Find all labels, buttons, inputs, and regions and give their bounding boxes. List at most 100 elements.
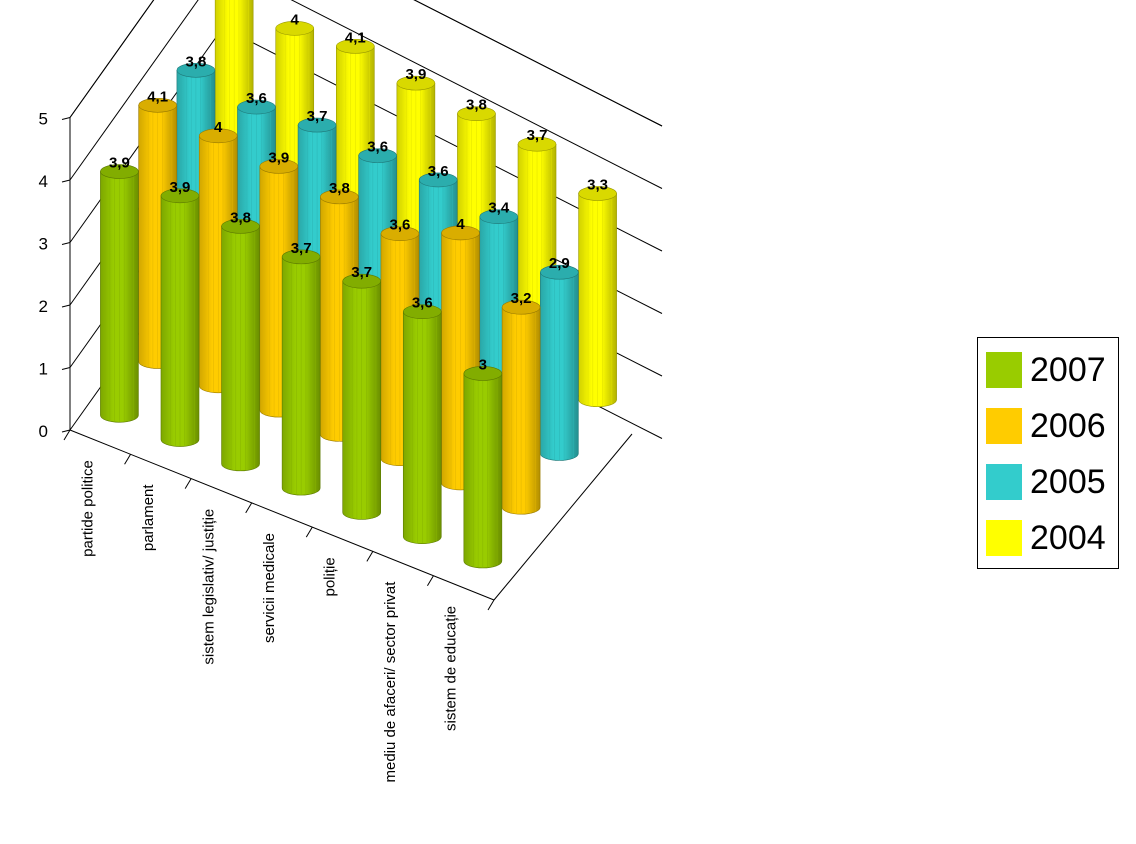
x-axis-category-labels: partide politice parlament sistem legislat…: [79, 460, 459, 782]
legend-label-2005: 2005: [1030, 462, 1106, 501]
bar-cap-2007-1: [160, 188, 200, 204]
bar-cap-2005-3: [358, 148, 397, 163]
category-label-4: poliție: [322, 557, 339, 596]
bar-cap-2005-0: [176, 62, 216, 78]
bar-cap-2006-6: [501, 299, 541, 315]
bar-cap-2004-1: [275, 21, 315, 36]
y-tick: [61, 429, 71, 433]
bar-cap-2007-3: [281, 249, 321, 265]
bar-2007-5: [402, 304, 442, 544]
bar-2007-6: [463, 366, 503, 569]
bar-2007-1: [160, 188, 200, 447]
bar-2007-3: [281, 249, 321, 496]
category-label-6: sistem de educație: [443, 606, 460, 731]
data-label-2007-1: 3,9: [170, 179, 191, 196]
gridline-left-wall: [69, 0, 155, 118]
y-tick-label: 3: [39, 235, 48, 254]
legend-swatch-2007: [986, 352, 1022, 388]
y-tick: [61, 304, 71, 308]
x-tick: [487, 599, 495, 611]
data-label-2007-5: 3,6: [412, 295, 433, 312]
bar-cap-2006-3: [320, 189, 359, 205]
data-label-2005-1: 3,6: [246, 90, 267, 107]
data-label-2004-4: 3,8: [466, 97, 487, 114]
category-label-3: servicii medicale: [261, 533, 278, 643]
bar-cap-2005-5: [479, 209, 519, 224]
y-tick-label: 2: [39, 297, 48, 316]
category-label-2: sistem legislativ/ justiție: [200, 509, 217, 665]
legend-item-2004: 2004: [986, 516, 1106, 560]
bar-cap-2005-1: [237, 99, 276, 115]
data-label-2006-3: 3,8: [329, 180, 350, 197]
y-axis: 0 1 2 3 4 5: [39, 110, 71, 441]
bar-2006-6: [501, 299, 541, 515]
y-tick: [61, 117, 71, 120]
category-label-0: partide politice: [79, 460, 96, 557]
data-label-2007-0: 3,9: [109, 155, 130, 172]
data-label-2007-3: 3,7: [291, 240, 312, 257]
data-label-2005-6: 2,9: [549, 255, 570, 272]
data-label-2007-2: 3,8: [230, 209, 251, 226]
bar-cap-2005-4: [418, 172, 458, 188]
data-label-2006-2: 3,9: [268, 149, 289, 166]
legend-item-2007: 2007: [986, 348, 1106, 392]
bar-cap-2007-4: [342, 273, 381, 289]
data-label-2004-2: 4,1: [345, 29, 366, 46]
data-label-2006-4: 3,6: [390, 217, 411, 234]
legend-swatch-2005: [986, 464, 1022, 500]
data-label-2006-0: 4,1: [147, 88, 168, 105]
bar-cap-2007-0: [100, 164, 139, 179]
bar-cap-2004-3: [396, 75, 436, 91]
gridline-back-wall: [290, 0, 663, 189]
legend-label-2004: 2004: [1030, 518, 1106, 557]
y-tick: [61, 242, 71, 245]
legend-label-2007: 2007: [1030, 350, 1106, 389]
gridline-back-wall: [413, 0, 663, 127]
data-label-2005-0: 3,8: [185, 53, 206, 70]
x-tick: [426, 575, 434, 586]
legend-swatch-2004: [986, 520, 1022, 556]
bar-cap-2004-4: [457, 106, 496, 121]
legend-item-2005: 2005: [986, 460, 1106, 504]
y-tick-label: 4: [39, 172, 48, 191]
x-tick: [245, 502, 253, 514]
data-label-2004-6: 3,3: [587, 176, 608, 193]
chart-bars: [100, 0, 617, 569]
bar-cap-2007-2: [221, 219, 260, 234]
data-label-2004-1: 4: [291, 11, 300, 28]
x-tick: [63, 429, 71, 441]
chart-data-labels: 4,244,13,93,83,73,33,83,63,73,63,63,42,9…: [109, 11, 608, 373]
bar-cap-2004-2: [336, 39, 375, 54]
y-tick-label: 1: [39, 360, 48, 379]
bar-2006-1: [198, 128, 238, 394]
category-label-5: mediu de afaceri/ sector privat: [382, 581, 399, 783]
bar-2005-6: [540, 264, 579, 461]
bar-cap-2006-0: [138, 97, 177, 113]
bar-cap-2006-5: [441, 225, 480, 241]
chart-floor: [63, 429, 633, 611]
bar-2004-6: [578, 186, 617, 408]
data-label-2005-3: 3,6: [367, 139, 388, 156]
data-label-2004-3: 3,9: [405, 66, 426, 83]
y-tick-label: 5: [39, 110, 48, 129]
bar-cap-2006-4: [380, 226, 420, 241]
x-tick: [184, 478, 192, 489]
bar-cap-2007-6: [463, 366, 503, 381]
category-label-1: parlament: [140, 484, 157, 552]
bar-2007-4: [342, 273, 381, 520]
x-tick: [366, 551, 374, 562]
bar-cap-2006-2: [259, 159, 299, 174]
legend-item-2006: 2006: [986, 404, 1106, 448]
bar-cap-2004-6: [578, 186, 617, 201]
data-label-2007-4: 3,7: [351, 264, 372, 281]
bar-cap-2005-2: [297, 117, 337, 133]
floor-right-edge: [493, 433, 633, 601]
data-label-2005-4: 3,6: [428, 163, 449, 180]
data-label-2006-6: 3,2: [511, 290, 532, 307]
y-tick: [61, 367, 71, 370]
bar-2007-2: [221, 219, 260, 472]
legend-swatch-2006: [986, 408, 1022, 444]
data-label-2005-2: 3,7: [307, 108, 328, 125]
gridline-left-wall: [69, 0, 199, 181]
